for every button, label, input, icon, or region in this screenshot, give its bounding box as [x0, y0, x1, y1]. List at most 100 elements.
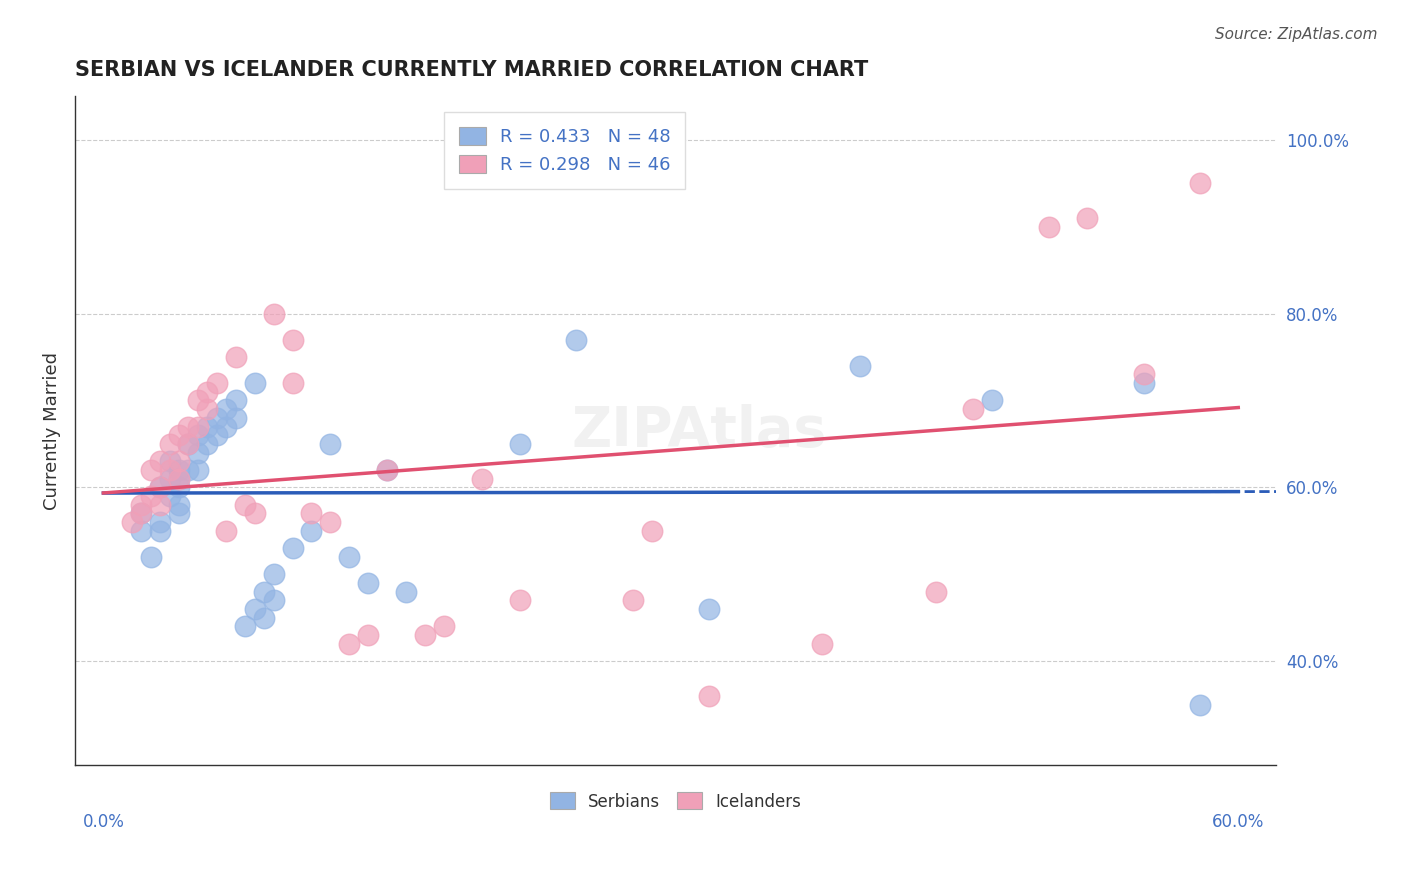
Point: [121, 515, 143, 529]
Point: [159, 454, 181, 468]
Point: [197, 437, 219, 451]
Legend: Serbians, Icelanders: Serbians, Icelanders: [543, 786, 808, 817]
Point: [139, 463, 162, 477]
Text: 0.0%: 0.0%: [83, 814, 124, 831]
Text: ZIPAtlas: ZIPAtlas: [572, 404, 827, 458]
Point: [1076, 211, 1098, 225]
Point: [149, 515, 172, 529]
Text: Source: ZipAtlas.com: Source: ZipAtlas.com: [1215, 27, 1378, 42]
Point: [357, 575, 380, 590]
Point: [167, 498, 190, 512]
Point: [149, 480, 172, 494]
Point: [319, 437, 342, 451]
Point: [253, 610, 276, 624]
Point: [281, 333, 304, 347]
Point: [167, 472, 190, 486]
Point: [471, 472, 494, 486]
Point: [177, 437, 200, 451]
Point: [205, 376, 228, 390]
Point: [139, 489, 162, 503]
Point: [139, 549, 162, 564]
Point: [205, 410, 228, 425]
Point: [253, 584, 276, 599]
Point: [215, 524, 238, 538]
Point: [149, 454, 172, 468]
Point: [1132, 368, 1154, 382]
Point: [641, 524, 664, 538]
Point: [149, 524, 172, 538]
Point: [508, 437, 530, 451]
Point: [197, 419, 219, 434]
Text: 60.0%: 60.0%: [1212, 814, 1264, 831]
Point: [337, 549, 360, 564]
Point: [159, 463, 181, 477]
Point: [508, 593, 530, 607]
Point: [243, 507, 266, 521]
Point: [167, 428, 190, 442]
Point: [243, 602, 266, 616]
Point: [225, 350, 247, 364]
Point: [159, 472, 181, 486]
Point: [375, 463, 398, 477]
Point: [167, 454, 190, 468]
Point: [395, 584, 418, 599]
Point: [129, 507, 152, 521]
Point: [149, 480, 172, 494]
Point: [1038, 219, 1060, 234]
Point: [187, 445, 209, 459]
Point: [1132, 376, 1154, 390]
Point: [811, 637, 834, 651]
Point: [187, 428, 209, 442]
Point: [263, 593, 285, 607]
Point: [319, 515, 342, 529]
Point: [1189, 698, 1212, 712]
Point: [301, 507, 323, 521]
Point: [129, 507, 152, 521]
Point: [301, 524, 323, 538]
Point: [243, 376, 266, 390]
Text: SERBIAN VS ICELANDER CURRENTLY MARRIED CORRELATION CHART: SERBIAN VS ICELANDER CURRENTLY MARRIED C…: [75, 60, 869, 79]
Point: [177, 463, 200, 477]
Y-axis label: Currently Married: Currently Married: [44, 351, 60, 510]
Point: [357, 628, 380, 642]
Point: [187, 393, 209, 408]
Point: [177, 419, 200, 434]
Point: [159, 437, 181, 451]
Point: [215, 402, 238, 417]
Point: [233, 498, 256, 512]
Point: [263, 307, 285, 321]
Point: [177, 437, 200, 451]
Point: [167, 480, 190, 494]
Point: [962, 402, 984, 417]
Point: [129, 498, 152, 512]
Point: [167, 507, 190, 521]
Point: [621, 593, 644, 607]
Point: [413, 628, 436, 642]
Point: [281, 541, 304, 556]
Point: [129, 524, 152, 538]
Point: [375, 463, 398, 477]
Point: [433, 619, 456, 633]
Point: [149, 498, 172, 512]
Point: [225, 410, 247, 425]
Point: [281, 376, 304, 390]
Point: [187, 463, 209, 477]
Point: [233, 619, 256, 633]
Point: [924, 584, 946, 599]
Point: [981, 393, 1004, 408]
Point: [565, 333, 588, 347]
Point: [197, 402, 219, 417]
Point: [225, 393, 247, 408]
Point: [159, 489, 181, 503]
Point: [849, 359, 872, 373]
Point: [167, 463, 190, 477]
Point: [697, 689, 720, 703]
Point: [215, 419, 238, 434]
Point: [263, 567, 285, 582]
Point: [337, 637, 360, 651]
Point: [697, 602, 720, 616]
Point: [167, 472, 190, 486]
Point: [197, 384, 219, 399]
Point: [187, 419, 209, 434]
Point: [1189, 176, 1212, 190]
